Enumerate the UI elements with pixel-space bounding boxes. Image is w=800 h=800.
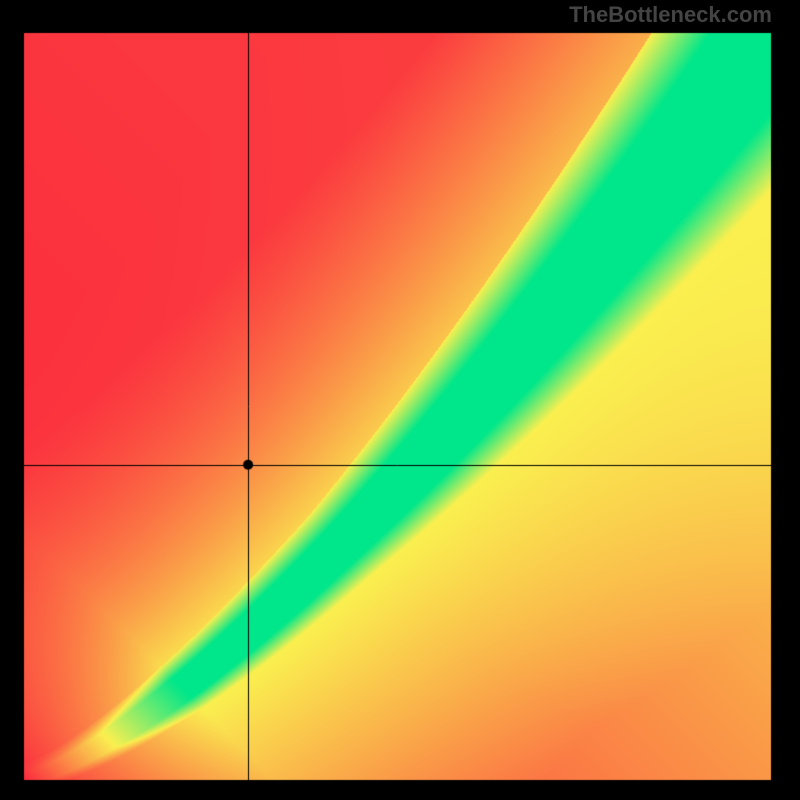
- bottleneck-heatmap: [0, 0, 800, 800]
- watermark-text: TheBottleneck.com: [569, 2, 772, 28]
